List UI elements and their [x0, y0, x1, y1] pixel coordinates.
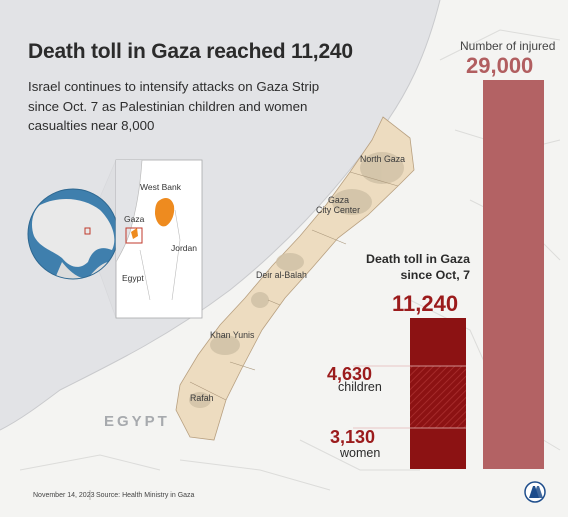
city-deir-al-balah: Deir al-Balah	[256, 270, 307, 280]
city-khan-yunis: Khan Yunis	[210, 330, 255, 340]
city-gaza: Gaza	[328, 195, 350, 205]
women-bar-segment	[410, 428, 466, 469]
page-title: Death toll in Gaza reached 11,240	[28, 40, 353, 63]
children-bar-segment	[410, 366, 466, 428]
map-label-egypt: EGYPT	[104, 413, 170, 430]
aa-logo-icon	[524, 481, 546, 503]
inset-label-west-bank: West Bank	[140, 182, 181, 192]
footer-source: Source: Health Ministry in Gaza	[96, 492, 195, 499]
inset-label-egypt: Egypt	[122, 273, 144, 283]
inset-map	[115, 159, 203, 319]
page-subtitle: Israel continues to intensify attacks on…	[28, 79, 320, 133]
injured-value: 29,000	[466, 53, 534, 78]
deaths-label: Death toll in Gaza since Oct, 7	[366, 252, 470, 282]
injured-label: Number of injured	[460, 39, 556, 53]
women-value: 3,130	[330, 427, 376, 447]
city-north-gaza: North Gaza	[360, 154, 405, 164]
inset-label-jordan: Jordan	[171, 243, 197, 253]
globe	[27, 188, 119, 280]
injured-bar	[483, 80, 544, 469]
inset-label-gaza: Gaza	[124, 214, 145, 224]
women-label: women	[340, 446, 381, 460]
city-rafah: Rafah	[190, 393, 214, 403]
sea-area	[0, 0, 440, 430]
governorate-borders	[189, 171, 399, 401]
footer-date: November 14, 2023	[33, 492, 95, 499]
urban-areas	[189, 152, 404, 408]
deaths-value: 11,240	[392, 291, 459, 316]
coastline	[0, 0, 441, 431]
city-gaza-center: City Center	[316, 205, 360, 215]
children-value: 4,630	[327, 364, 373, 384]
children-label: children	[338, 380, 382, 394]
